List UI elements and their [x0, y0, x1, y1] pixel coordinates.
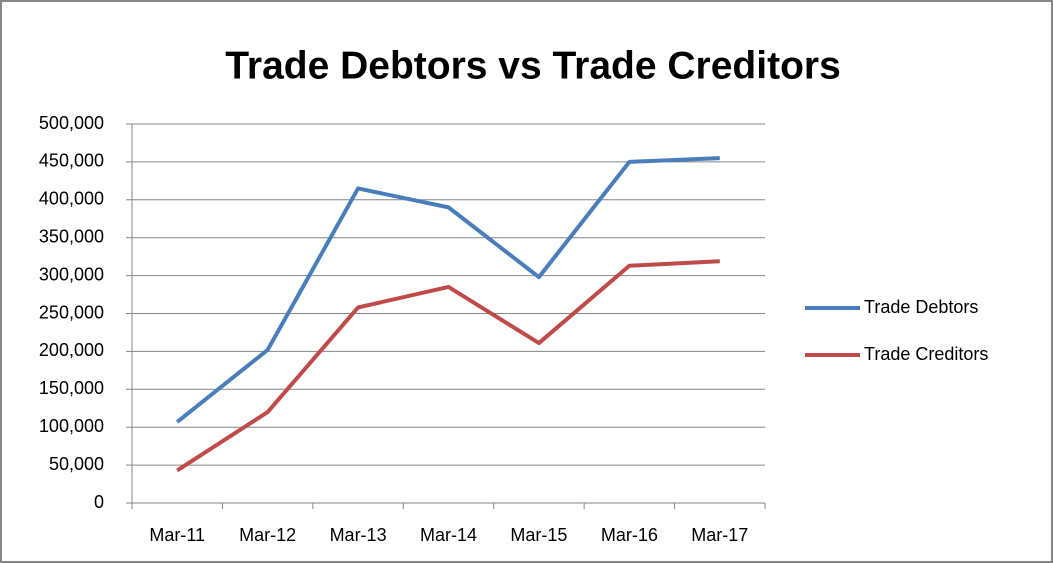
y-tick-label: 150,000: [39, 378, 104, 398]
y-tick-label: 50,000: [49, 454, 104, 474]
y-tick-label: 450,000: [39, 151, 104, 171]
y-tick-label: 100,000: [39, 416, 104, 436]
x-tick-label: Mar-17: [691, 525, 748, 545]
legend-label: Trade Debtors: [864, 297, 978, 317]
y-tick-label: 0: [94, 492, 104, 512]
y-tick-label: 500,000: [39, 113, 104, 133]
legend-label: Trade Creditors: [864, 344, 988, 364]
y-tick-label: 400,000: [39, 189, 104, 209]
series-line: [175, 156, 720, 424]
y-tick-label: 250,000: [39, 302, 104, 322]
x-tick-label: Mar-16: [601, 525, 658, 545]
x-tick-label: Mar-13: [330, 525, 387, 545]
y-tick-label: 300,000: [39, 264, 104, 284]
chart-title: Trade Debtors vs Trade Creditors: [225, 44, 841, 87]
x-tick-label: Mar-12: [239, 525, 296, 545]
x-tick-label: Mar-15: [510, 525, 567, 545]
y-tick-label: 350,000: [39, 226, 104, 246]
x-tick-label: Mar-14: [420, 525, 477, 545]
x-tick-label: Mar-11: [149, 525, 205, 545]
series-line: [176, 259, 720, 473]
y-tick-label: 200,000: [39, 340, 104, 360]
